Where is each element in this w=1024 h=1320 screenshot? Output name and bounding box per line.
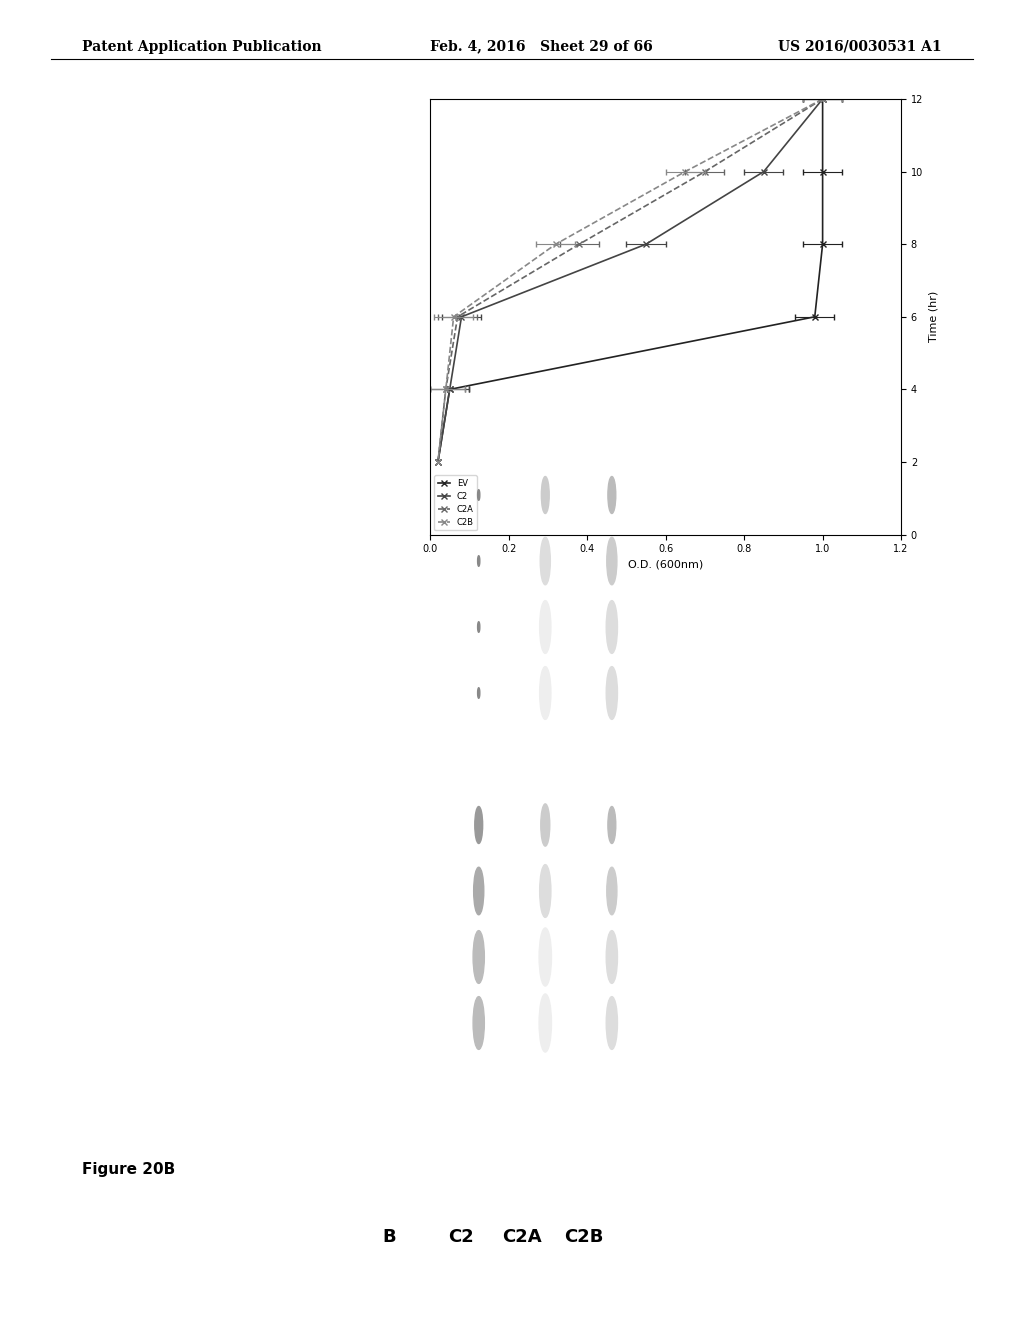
Circle shape (477, 556, 480, 566)
Text: B: B (382, 1228, 396, 1246)
EV (432, 454, 444, 470)
C2B (816, 91, 828, 107)
C2 (758, 164, 770, 180)
Circle shape (539, 928, 552, 986)
Circle shape (608, 807, 615, 843)
Circle shape (607, 537, 616, 585)
C2B (432, 454, 444, 470)
Circle shape (607, 867, 616, 915)
Line: C2A: C2A (435, 96, 825, 465)
Circle shape (540, 865, 551, 917)
Circle shape (539, 994, 552, 1052)
EV (816, 91, 828, 107)
EV (816, 236, 828, 252)
C2 (432, 454, 444, 470)
C2 (816, 91, 828, 107)
Circle shape (541, 537, 550, 585)
C2B (550, 236, 562, 252)
Circle shape (542, 477, 549, 513)
Circle shape (541, 804, 550, 846)
Circle shape (540, 667, 551, 719)
Text: Feb. 4, 2016   Sheet 29 of 66: Feb. 4, 2016 Sheet 29 of 66 (430, 40, 653, 54)
Circle shape (540, 601, 551, 653)
Circle shape (473, 997, 484, 1049)
Text: Patent Application Publication: Patent Application Publication (82, 40, 322, 54)
C2A (452, 309, 464, 325)
Y-axis label: Time (hr): Time (hr) (929, 292, 939, 342)
C2A (698, 164, 711, 180)
Circle shape (606, 667, 617, 719)
Text: Figure 20B: Figure 20B (82, 1162, 175, 1176)
C2 (456, 309, 468, 325)
C2A (573, 236, 586, 252)
C2B (439, 381, 452, 397)
Line: EV: EV (435, 96, 825, 465)
C2A (432, 454, 444, 470)
Circle shape (473, 931, 484, 983)
Legend: EV, C2, C2A, C2B: EV, C2, C2A, C2B (434, 475, 477, 531)
X-axis label: O.D. (600nm): O.D. (600nm) (628, 560, 703, 570)
Circle shape (475, 807, 482, 843)
Text: C2A: C2A (503, 1228, 542, 1246)
EV (809, 309, 821, 325)
Text: C2B: C2B (564, 1228, 603, 1246)
C2A (439, 381, 452, 397)
Circle shape (606, 997, 617, 1049)
Circle shape (606, 601, 617, 653)
Circle shape (608, 477, 615, 513)
C2B (447, 309, 460, 325)
Line: C2: C2 (435, 96, 825, 465)
C2 (443, 381, 456, 397)
EV (816, 164, 828, 180)
Line: C2B: C2B (435, 96, 825, 465)
Circle shape (606, 931, 617, 983)
EV (443, 381, 456, 397)
Circle shape (477, 688, 480, 698)
Circle shape (474, 867, 483, 915)
C2 (640, 236, 652, 252)
Text: US 2016/0030531 A1: US 2016/0030531 A1 (778, 40, 942, 54)
Text: C2: C2 (447, 1228, 474, 1246)
C2B (679, 164, 691, 180)
Circle shape (477, 490, 480, 500)
C2A (816, 91, 828, 107)
Circle shape (477, 622, 480, 632)
